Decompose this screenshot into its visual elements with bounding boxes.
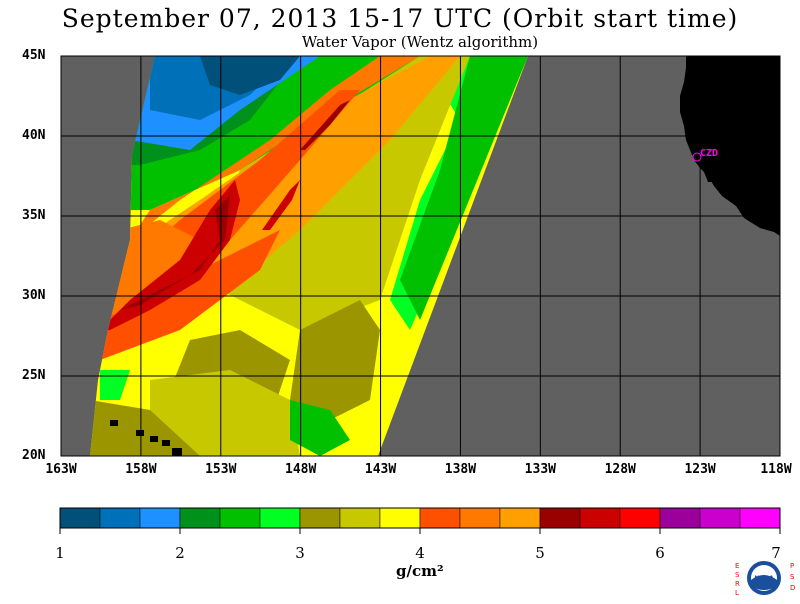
colorbar-swatch bbox=[699, 507, 741, 529]
colorbar-swatch bbox=[219, 507, 261, 529]
colorbar-tick-label: 4 bbox=[415, 544, 425, 562]
svg-text:P: P bbox=[790, 562, 794, 570]
svg-text:NOAA: NOAA bbox=[754, 575, 774, 582]
station-label: CZD bbox=[700, 148, 718, 159]
colorbar-swatch bbox=[259, 507, 301, 529]
california-coast bbox=[680, 56, 780, 236]
lon-label: 138W bbox=[444, 462, 477, 477]
colorbar-swatch bbox=[299, 507, 341, 529]
colorbar-swatch bbox=[59, 507, 101, 529]
colorbar-swatch bbox=[539, 507, 581, 529]
lon-label: 143W bbox=[364, 462, 397, 477]
svg-text:L: L bbox=[735, 589, 739, 597]
czd-station-marker bbox=[692, 152, 702, 162]
lat-label: 35N bbox=[22, 208, 46, 223]
colorbar-swatch bbox=[339, 507, 381, 529]
colorbar-tick-label: 7 bbox=[771, 544, 781, 562]
colorbar-tick-label: 5 bbox=[535, 544, 545, 562]
colorbar-frame bbox=[59, 507, 781, 529]
svg-text:R: R bbox=[735, 580, 740, 588]
lon-label: 163W bbox=[45, 462, 77, 477]
lon-label: 128W bbox=[604, 462, 636, 477]
colorbar bbox=[59, 507, 781, 534]
lat-lon-grid bbox=[61, 56, 780, 456]
lat-label: 40N bbox=[22, 128, 46, 143]
colorbar-swatch bbox=[739, 507, 781, 529]
colorbar-swatch bbox=[139, 507, 181, 529]
lon-label: 133W bbox=[524, 462, 556, 477]
lon-label: 118W bbox=[760, 462, 792, 477]
colorbar-unit: g/cm² bbox=[396, 562, 444, 580]
colorbar-swatch bbox=[379, 507, 421, 529]
colorbar-tick-label: 3 bbox=[295, 544, 305, 562]
colorbar-swatch bbox=[619, 507, 661, 529]
lat-label: 20N bbox=[22, 448, 46, 463]
lat-label: 25N bbox=[22, 368, 46, 383]
map-frame bbox=[60, 55, 781, 457]
colorbar-tick-label: 1 bbox=[55, 544, 65, 562]
colorbar-tick-label: 2 bbox=[175, 544, 185, 562]
colorbar-tick-label: 6 bbox=[655, 544, 665, 562]
svg-text:S: S bbox=[790, 573, 795, 581]
coast-islands bbox=[704, 172, 716, 182]
lon-label: 158W bbox=[125, 462, 157, 477]
svg-text:D: D bbox=[790, 584, 795, 592]
svg-text:S: S bbox=[735, 571, 740, 579]
colorbar-swatch bbox=[459, 507, 501, 529]
colorbar-swatch bbox=[99, 507, 141, 529]
map-title: September 07, 2013 15-17 UTC (Orbit star… bbox=[61, 4, 739, 33]
colorbar-swatch bbox=[659, 507, 701, 529]
lat-label: 30N bbox=[22, 288, 46, 303]
colorbar-swatch bbox=[179, 507, 221, 529]
lat-label: 45N bbox=[22, 48, 46, 63]
svg-text:E: E bbox=[735, 562, 739, 570]
lon-label: 123W bbox=[684, 462, 716, 477]
colorbar-swatch bbox=[419, 507, 461, 529]
map-subtitle: Water Vapor (Wentz algorithm) bbox=[301, 33, 539, 51]
colorbar-swatch bbox=[579, 507, 621, 529]
colorbar-swatch bbox=[499, 507, 541, 529]
lon-label: 153W bbox=[205, 462, 237, 477]
lon-label: 148W bbox=[285, 462, 317, 477]
